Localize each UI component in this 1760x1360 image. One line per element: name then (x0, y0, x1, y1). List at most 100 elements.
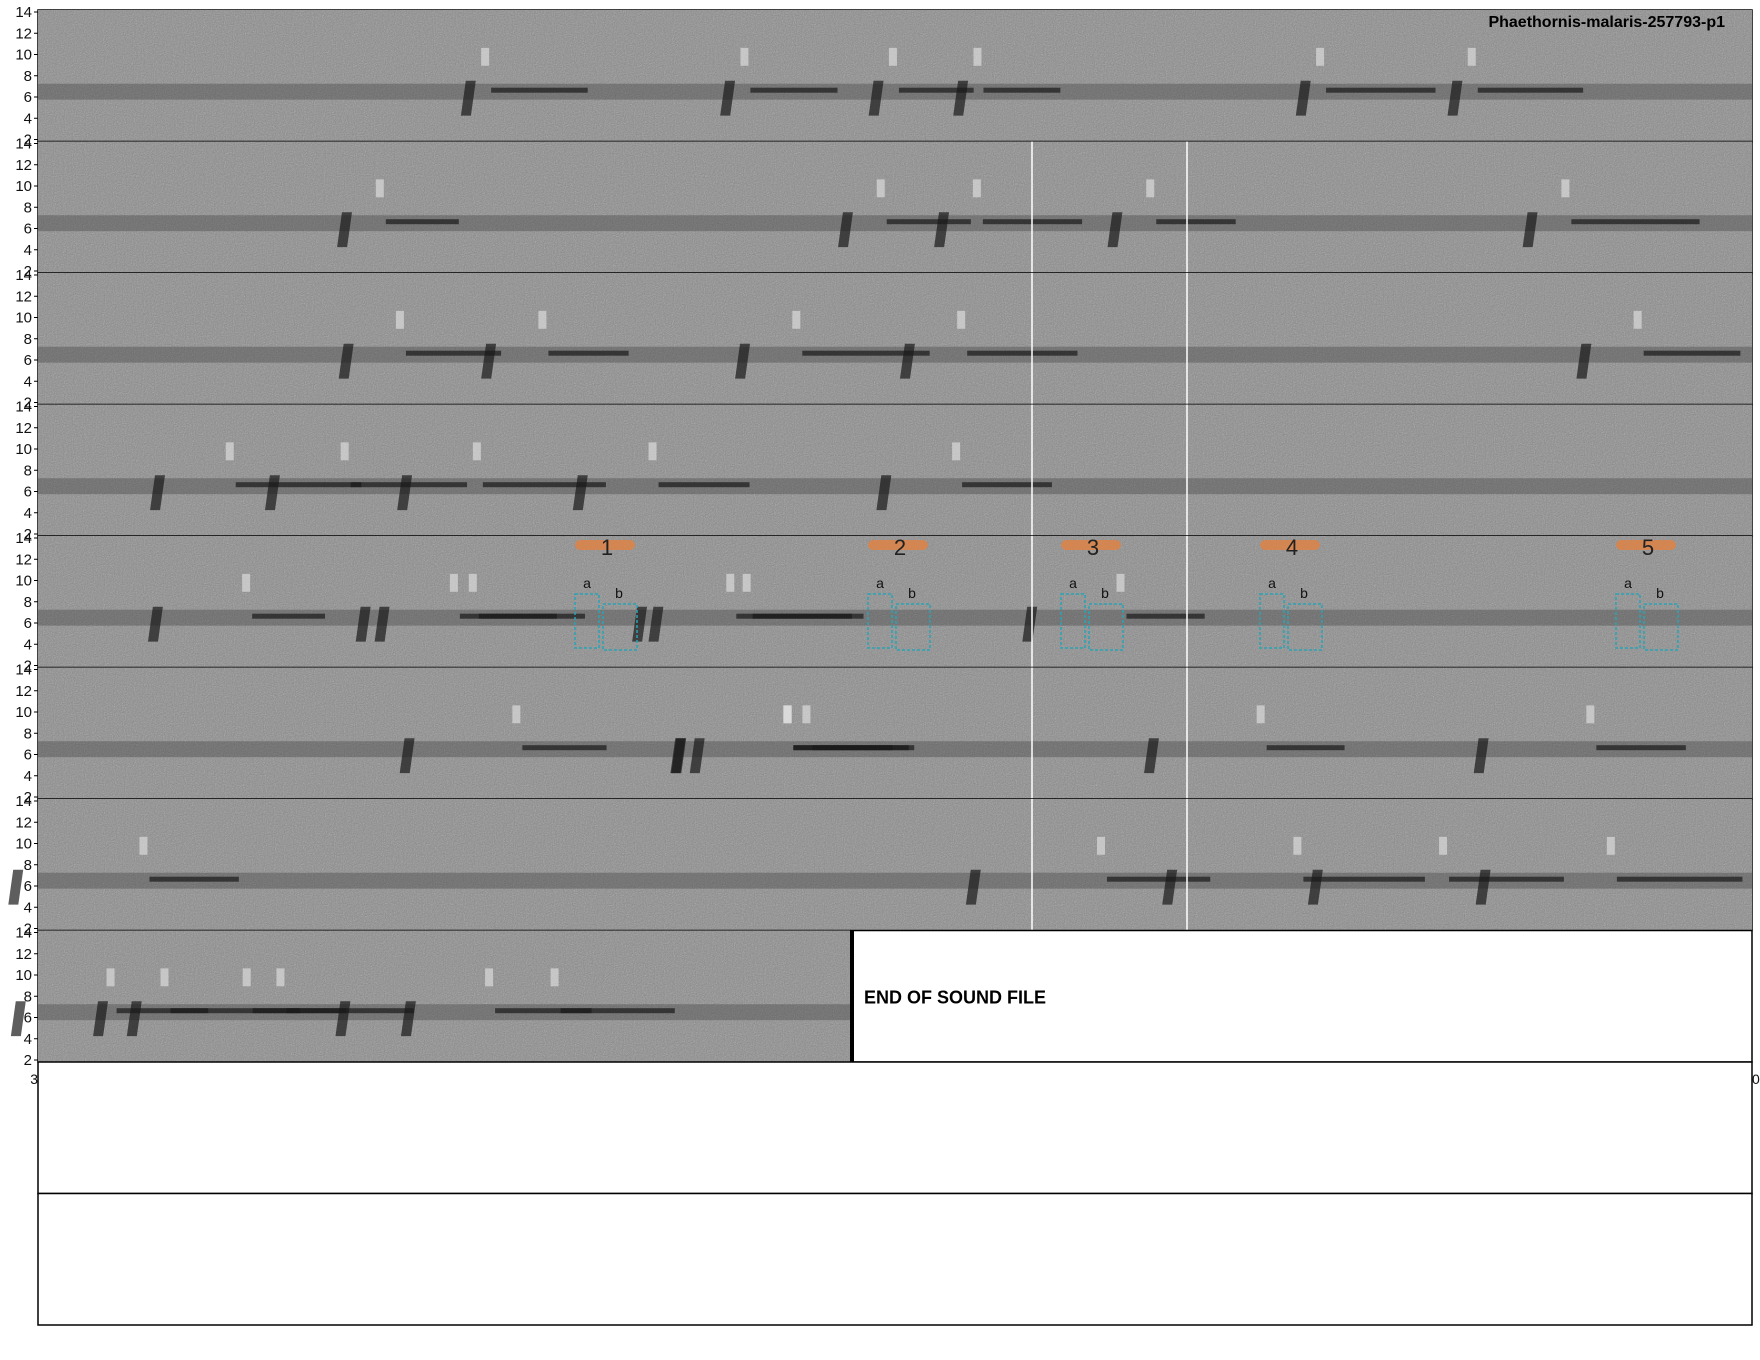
song-note-tail (967, 351, 1077, 356)
y-tick-label: 14 (15, 267, 32, 284)
y-tick-label: 8 (24, 857, 32, 874)
song-note-tail (899, 88, 974, 93)
y-tick-label: 10 (15, 967, 32, 984)
y-tick-label: 6 (24, 615, 32, 632)
y-tick-label: 8 (24, 594, 32, 611)
song-note-tail (812, 745, 908, 750)
song-note-tail (750, 88, 837, 93)
y-tick-label: 10 (15, 836, 32, 853)
y-tick-label: 8 (24, 331, 32, 348)
song-note-tail (170, 1008, 299, 1013)
song-note-tail (522, 745, 606, 750)
panel-9 (38, 1062, 1752, 1194)
y-tick-label: 4 (24, 636, 32, 653)
bright-patch (1257, 705, 1265, 723)
spectrogram-noise (38, 668, 1752, 800)
bright-patch (396, 311, 404, 329)
end-of-sound-file-label: END OF SOUND FILE (864, 987, 1046, 1007)
element-label-b: b (615, 585, 623, 601)
y-tick-label: 12 (15, 420, 32, 437)
y-tick-label: 8 (24, 725, 32, 742)
y-tick-label: 8 (24, 199, 32, 216)
y-tick-label: 4 (24, 110, 32, 127)
bright-patch (1561, 179, 1569, 197)
element-label-a: a (876, 575, 884, 591)
song-note-tail (1644, 351, 1741, 356)
panel-frame (38, 1194, 1752, 1326)
syllable-number: 1 (601, 535, 613, 560)
syllable-number: 3 (1087, 535, 1099, 560)
bright-patch (877, 179, 885, 197)
bright-patch (1293, 837, 1301, 855)
song-note-tail (483, 482, 606, 487)
y-tick-label: 4 (24, 373, 32, 390)
y-tick-label: 6 (24, 1010, 32, 1027)
bright-patch (242, 574, 250, 592)
y-tick-label: 6 (24, 352, 32, 369)
song-note-tail (548, 351, 628, 356)
element-label-a: a (1069, 575, 1077, 591)
song-note-tail (491, 88, 588, 93)
song-note-tail (1267, 745, 1345, 750)
song-note-tail (236, 482, 362, 487)
bright-patch (226, 442, 234, 460)
bright-patch (784, 705, 792, 723)
bright-patch (743, 574, 751, 592)
panel-6: 2468101214 (15, 662, 1752, 807)
song-note-tail (1126, 614, 1204, 619)
y-tick-label: 6 (24, 89, 32, 106)
y-tick-label: 10 (15, 178, 32, 195)
element-label-b: b (1656, 585, 1664, 601)
y-tick-label: 4 (24, 768, 32, 785)
element-label-a: a (1624, 575, 1632, 591)
y-tick-label: 4 (24, 899, 32, 916)
bright-patch (160, 968, 168, 986)
bright-patch (1439, 837, 1447, 855)
bright-patch (1097, 837, 1105, 855)
song-note-tail (386, 219, 459, 224)
y-tick-label: 12 (15, 157, 32, 174)
song-note-tail (1449, 877, 1564, 882)
y-tick-label: 12 (15, 683, 32, 700)
bright-patch (792, 311, 800, 329)
song-note-tail (983, 88, 1060, 93)
y-tick-label: 14 (15, 136, 32, 153)
element-label-a: a (1268, 575, 1276, 591)
panel-4: 2468101214 (15, 399, 1752, 544)
panel-2: 2 4 6 8 10 12 14 (15, 136, 1752, 281)
y-tick-label: 14 (15, 4, 32, 21)
bright-patch (1316, 48, 1324, 66)
bright-patch (276, 968, 284, 986)
song-note (8, 870, 23, 905)
bright-patch (512, 705, 520, 723)
y-tick-label: 12 (15, 814, 32, 831)
syllable-number: 4 (1286, 535, 1298, 560)
spectrogram-noise (38, 931, 852, 1063)
bright-patch (952, 442, 960, 460)
song-note-tail (1596, 745, 1685, 750)
spectrogram-noise (38, 273, 1752, 405)
bright-patch (973, 48, 981, 66)
bright-patch (473, 442, 481, 460)
y-tick-label: 12 (15, 25, 32, 42)
syllable-number: 2 (894, 535, 906, 560)
panel-7: 2 4 6 8 10 12 14 (8, 793, 1752, 938)
bright-patch (551, 968, 559, 986)
bright-patch (341, 442, 349, 460)
song-note-tail (1326, 88, 1435, 93)
y-tick-label: 6 (24, 221, 32, 238)
y-tick-label: 8 (24, 462, 32, 479)
y-tick-label: 8 (24, 68, 32, 85)
bright-patch (740, 48, 748, 66)
y-tick-label: 10 (15, 47, 32, 64)
element-label-b: b (1101, 585, 1109, 601)
file-title: Phaethornis-malaris-257793-p1 (1488, 14, 1725, 31)
y-tick-label: 4 (24, 505, 32, 522)
song-note-tail (753, 614, 864, 619)
y-tick-label: 6 (24, 484, 32, 501)
bright-patch (649, 442, 657, 460)
song-note-tail (252, 614, 325, 619)
song-note-tail (495, 1008, 591, 1013)
element-label-b: b (1300, 585, 1308, 601)
